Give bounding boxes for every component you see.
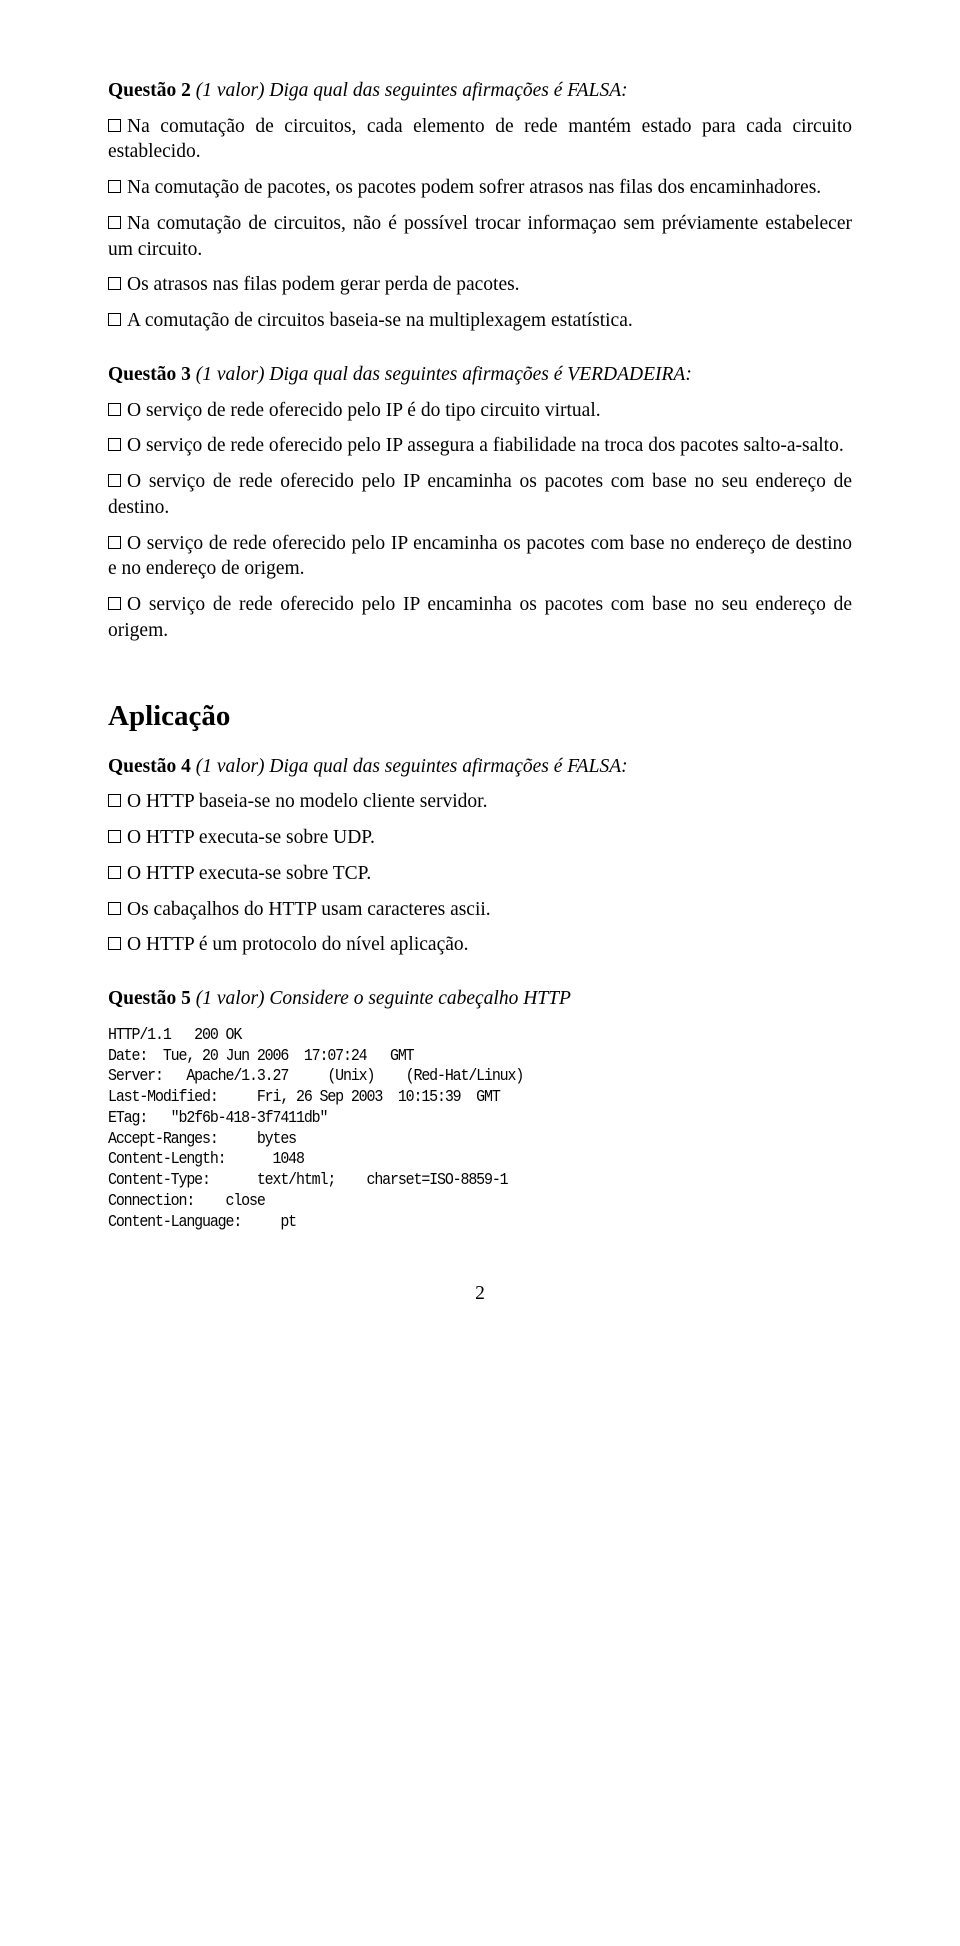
q2-option-5: A comutação de circuitos baseia-se na mu… [108, 308, 852, 334]
question-4-header: Questão 4 (1 valor) Diga qual das seguin… [108, 754, 852, 780]
q4-option-1: O HTTP baseia-se no modelo cliente servi… [108, 789, 852, 815]
checkbox-icon[interactable] [108, 119, 121, 132]
q3-option-2-text: O serviço de rede oferecido pelo IP asse… [127, 435, 844, 456]
q2-option-3: Na comutação de circuitos, não é possíve… [108, 211, 852, 262]
question-2-header: Questão 2 (1 valor) Diga qual das seguin… [108, 78, 852, 104]
checkbox-icon[interactable] [108, 277, 121, 290]
q4-option-4: Os cabaçalhos do HTTP usam caracteres as… [108, 897, 852, 923]
q4-option-2: O HTTP executa-se sobre UDP. [108, 825, 852, 851]
page-number: 2 [108, 1281, 852, 1307]
section-title: Aplicação [108, 697, 852, 735]
q3-option-1: O serviço de rede oferecido pelo IP é do… [108, 398, 852, 424]
checkbox-icon[interactable] [108, 597, 121, 610]
question-3-header: Questão 3 (1 valor) Diga qual das seguin… [108, 362, 852, 388]
question-3-label: Questão 3 [108, 364, 191, 385]
q2-option-4-text: Os atrasos nas filas podem gerar perda d… [127, 274, 520, 295]
q2-option-2: Na comutação de pacotes, os pacotes pode… [108, 175, 852, 201]
question-4-prompt: (1 valor) Diga qual das seguintes afirma… [191, 756, 628, 777]
question-5-prompt: (1 valor) Considere o seguinte cabeçalho… [191, 988, 571, 1009]
question-5-header: Questão 5 (1 valor) Considere o seguinte… [108, 986, 852, 1012]
q3-option-5: O serviço de rede oferecido pelo IP enca… [108, 592, 852, 643]
checkbox-icon[interactable] [108, 794, 121, 807]
q4-option-1-text: O HTTP baseia-se no modelo cliente servi… [127, 791, 487, 812]
http-header-code: HTTP/1.1 200 OK Date: Tue, 20 Jun 2006 1… [108, 1026, 763, 1233]
q2-option-5-text: A comutação de circuitos baseia-se na mu… [127, 310, 633, 331]
q2-option-1-text: Na comutação de circuitos, cada elemento… [108, 116, 852, 163]
checkbox-icon[interactable] [108, 866, 121, 879]
question-4-label: Questão 4 [108, 756, 191, 777]
question-2-prompt: (1 valor) Diga qual das seguintes afirma… [191, 80, 628, 101]
checkbox-icon[interactable] [108, 438, 121, 451]
checkbox-icon[interactable] [108, 403, 121, 416]
checkbox-icon[interactable] [108, 830, 121, 843]
q3-option-4: O serviço de rede oferecido pelo IP enca… [108, 531, 852, 582]
question-5-label: Questão 5 [108, 988, 191, 1009]
question-2-label: Questão 2 [108, 80, 191, 101]
q3-option-3-text: O serviço de rede oferecido pelo IP enca… [108, 471, 852, 518]
checkbox-icon[interactable] [108, 216, 121, 229]
checkbox-icon[interactable] [108, 536, 121, 549]
q4-option-2-text: O HTTP executa-se sobre UDP. [127, 827, 375, 848]
q2-option-1: Na comutação de circuitos, cada elemento… [108, 114, 852, 165]
q4-option-5: O HTTP é um protocolo do nível aplicação… [108, 932, 852, 958]
checkbox-icon[interactable] [108, 180, 121, 193]
q4-option-5-text: O HTTP é um protocolo do nível aplicação… [127, 934, 469, 955]
checkbox-icon[interactable] [108, 313, 121, 326]
q2-option-4: Os atrasos nas filas podem gerar perda d… [108, 272, 852, 298]
checkbox-icon[interactable] [108, 474, 121, 487]
question-3-prompt: (1 valor) Diga qual das seguintes afirma… [191, 364, 692, 385]
q4-option-3-text: O HTTP executa-se sobre TCP. [127, 863, 371, 884]
q4-option-3: O HTTP executa-se sobre TCP. [108, 861, 852, 887]
q3-option-4-text: O serviço de rede oferecido pelo IP enca… [108, 533, 852, 580]
q4-option-4-text: Os cabaçalhos do HTTP usam caracteres as… [127, 899, 491, 920]
q3-option-1-text: O serviço de rede oferecido pelo IP é do… [127, 400, 601, 421]
q3-option-2: O serviço de rede oferecido pelo IP asse… [108, 433, 852, 459]
q3-option-5-text: O serviço de rede oferecido pelo IP enca… [108, 594, 852, 641]
q2-option-2-text: Na comutação de pacotes, os pacotes pode… [127, 177, 821, 198]
checkbox-icon[interactable] [108, 937, 121, 950]
q2-option-3-text: Na comutação de circuitos, não é possíve… [108, 213, 852, 260]
q3-option-3: O serviço de rede oferecido pelo IP enca… [108, 469, 852, 520]
checkbox-icon[interactable] [108, 902, 121, 915]
